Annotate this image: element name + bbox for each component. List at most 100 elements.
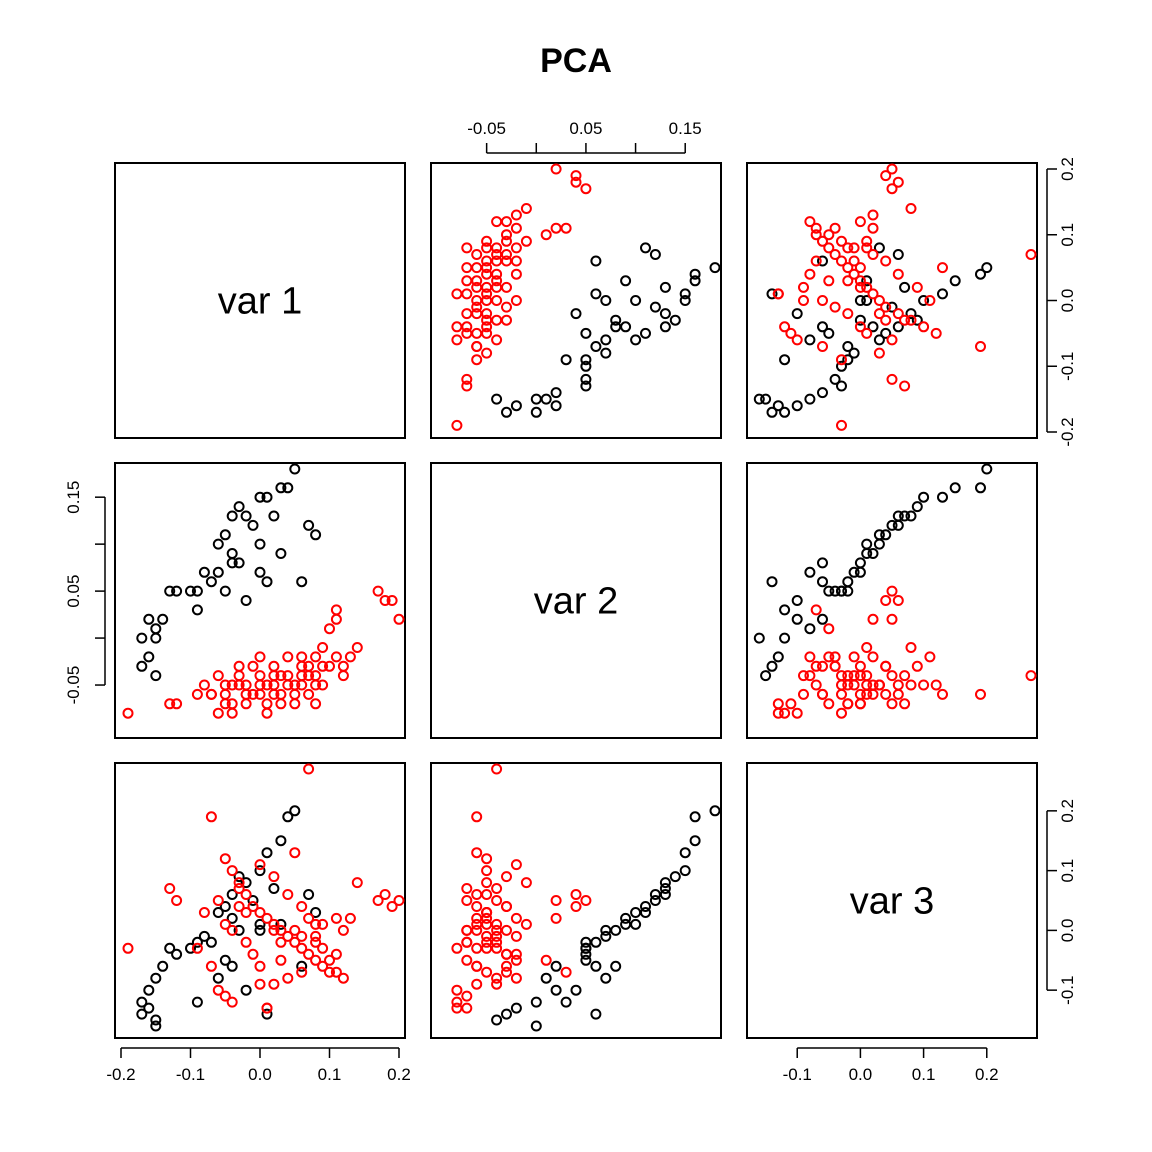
data-point: [817, 235, 828, 247]
data-point: [540, 229, 552, 241]
data-point: [324, 954, 335, 966]
data-point: [501, 948, 512, 960]
data-point: [310, 529, 322, 541]
data-point: [510, 400, 522, 412]
data-point: [580, 380, 592, 392]
data-point: [886, 373, 898, 385]
data-point: [975, 268, 986, 280]
data-point: [580, 954, 592, 966]
data-point: [580, 183, 592, 195]
data-point: [226, 960, 238, 972]
data-point: [372, 585, 384, 597]
data-point: [233, 557, 245, 569]
data-point: [393, 895, 405, 906]
panel-r1-c3: [746, 162, 1038, 439]
data-point: [386, 901, 398, 912]
data-point: [836, 707, 847, 719]
data-point: [491, 393, 503, 405]
data-point: [212, 538, 224, 550]
data-point: [344, 912, 356, 924]
data-point: [471, 301, 483, 313]
data-point: [924, 651, 936, 663]
data-point: [491, 295, 503, 306]
data-point: [550, 960, 562, 972]
data-point: [219, 853, 231, 865]
data-point: [570, 889, 582, 900]
data-point: [136, 1008, 148, 1020]
axis-right-var3: -0.1 0.0 0.1 0.2: [1046, 799, 1077, 1005]
data-point: [226, 707, 238, 719]
data-point: [689, 811, 701, 823]
data-point: [766, 576, 778, 588]
data-point: [905, 679, 917, 691]
tick-label: 0.1: [318, 1065, 342, 1084]
data-point: [233, 883, 245, 894]
data-point: [649, 895, 661, 906]
data-point: [785, 698, 797, 710]
data-point: [886, 301, 898, 313]
data-point: [268, 688, 280, 700]
data-point: [590, 1008, 602, 1020]
data-point: [303, 670, 315, 682]
data-point: [491, 883, 503, 894]
data-point: [275, 918, 287, 930]
data-point: [580, 354, 592, 366]
data-point: [867, 209, 879, 221]
data-point: [854, 314, 866, 326]
data-point: [842, 341, 854, 352]
data-point: [143, 1002, 155, 1014]
data-point: [330, 651, 342, 663]
data-point: [205, 576, 217, 588]
data-point: [310, 670, 322, 682]
tick-label: -0.1: [176, 1065, 205, 1084]
data-point: [892, 321, 904, 333]
data-point: [226, 865, 238, 877]
data-point: [240, 889, 252, 900]
data-point: [880, 660, 892, 672]
data-point: [810, 604, 822, 616]
data-point: [550, 895, 562, 906]
data-point: [689, 835, 701, 847]
panel-r3-c3: var 3: [746, 762, 1038, 1039]
data-point: [590, 255, 602, 267]
data-point: [791, 595, 803, 606]
data-point: [550, 912, 562, 924]
data-point: [275, 835, 287, 847]
data-point: [836, 235, 847, 247]
data-point: [226, 996, 238, 1008]
data-point: [481, 321, 493, 333]
data-point: [804, 670, 816, 682]
data-point: [709, 805, 721, 817]
data-point: [804, 216, 816, 228]
data-point: [317, 679, 329, 691]
data-point: [233, 877, 245, 889]
data-point: [164, 883, 176, 894]
data-point: [296, 942, 308, 954]
data-point: [501, 314, 512, 326]
data-point: [461, 321, 473, 333]
data-point: [317, 942, 329, 954]
data-point: [836, 419, 847, 431]
data-point: [798, 670, 809, 682]
data-point: [649, 889, 661, 900]
data-point: [798, 688, 809, 700]
data-point: [219, 990, 231, 1002]
data-point: [975, 688, 986, 700]
tick-label: 0.0: [1058, 289, 1077, 313]
data-point: [254, 865, 266, 877]
data-point: [337, 670, 349, 682]
data-point: [310, 930, 322, 942]
data-point: [143, 651, 155, 663]
data-point: [212, 566, 224, 578]
data-point: [501, 871, 512, 883]
data-point: [854, 216, 866, 228]
panel-frame: [114, 762, 406, 1039]
data-point: [268, 871, 280, 883]
data-point: [471, 262, 483, 274]
data-point: [530, 393, 542, 405]
data-point: [212, 895, 224, 906]
data-point: [461, 373, 473, 385]
data-point: [867, 321, 879, 333]
data-point: [150, 623, 162, 635]
